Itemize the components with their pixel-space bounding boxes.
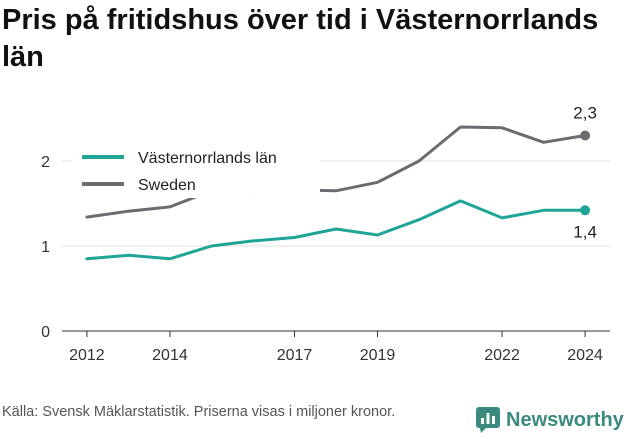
series-end-label: 1,4 (573, 222, 597, 241)
newsworthy-logo: Newsworthy (476, 407, 624, 433)
x-tick-label: 2022 (484, 347, 520, 364)
x-tick-label: 2012 (69, 347, 105, 364)
series-end-point (580, 130, 591, 141)
legend: Västernorrlands län Sweden (72, 140, 320, 198)
chart-title: Pris på fritidshus över tid i Västernorr… (2, 4, 599, 73)
series-line-1 (85, 125, 587, 219)
series-end-label: 2,3 (573, 104, 597, 123)
y-tick-label: 0 (41, 324, 50, 341)
x-tick-label: 2014 (152, 347, 188, 364)
legend-label: Sweden (138, 177, 196, 194)
x-tick-label: 2019 (360, 347, 396, 364)
brand-name: Newsworthy (506, 408, 624, 431)
series-end-point (580, 205, 591, 216)
source-note: Källa: Svensk Mäklarstatistik. Priserna … (2, 404, 396, 420)
bar-chart-icon (476, 407, 500, 433)
x-tick-label: 2017 (277, 347, 313, 364)
axes: 0 1 2 2012 2014 2017 2019 2022 2024 (41, 154, 610, 364)
series-line-0 (85, 199, 587, 261)
legend-label: Västernorrlands län (138, 150, 277, 167)
legend-background (72, 140, 320, 198)
series-lines: 1,4 2,3 (85, 104, 597, 261)
y-tick-label: 1 (41, 239, 50, 256)
x-tick-label: 2024 (567, 347, 603, 364)
y-tick-label: 2 (41, 154, 50, 171)
